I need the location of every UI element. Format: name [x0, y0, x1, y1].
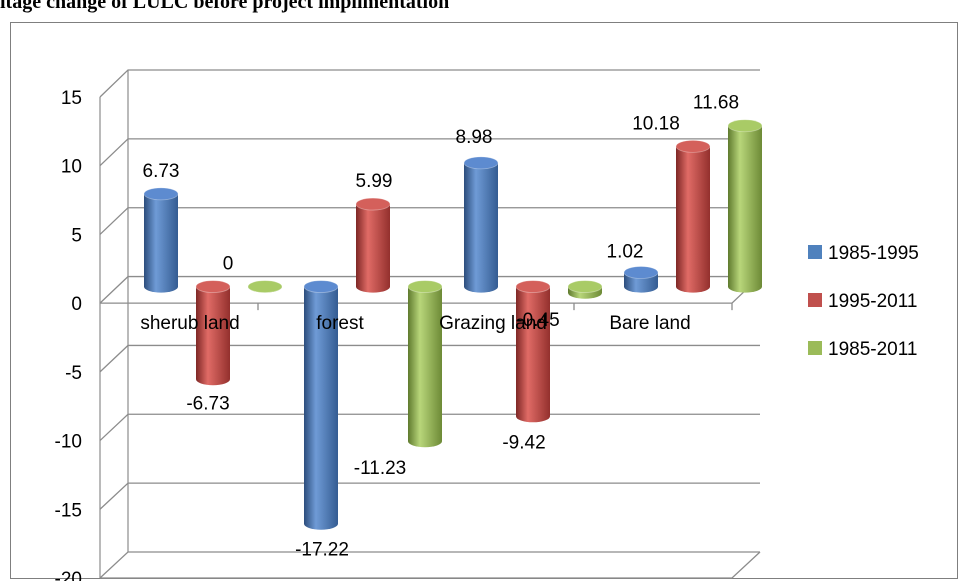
bar [303, 280, 339, 530]
data-label: 0 [223, 254, 234, 275]
legend: 1985-1995 1995-2011 1985-2011 [808, 243, 919, 360]
legend-label: 1985-2011 [828, 339, 917, 360]
data-label: 8.98 [456, 127, 493, 148]
data-label: -17.22 [295, 540, 349, 561]
y-tick-label: -20 [55, 569, 82, 581]
data-label: -6.73 [186, 393, 229, 414]
y-tick-label: -10 [55, 432, 82, 453]
bar [675, 139, 711, 293]
category-label: forest [316, 313, 364, 334]
data-label: 1.02 [607, 242, 644, 263]
x-axis-categories: sherub land forest Grazing land Bare land [140, 313, 690, 334]
y-tick-label: 15 [61, 88, 82, 109]
category-label: Bare land [609, 313, 690, 334]
legend-swatch [808, 293, 822, 307]
data-label: -11.23 [354, 458, 406, 479]
y-tick-label: 5 [71, 225, 82, 246]
y-tick-label: -5 [65, 363, 82, 384]
bar [623, 266, 659, 293]
bar [463, 156, 499, 293]
y-axis-ticks: 15 10 5 0 -5 -10 -15 -20 [55, 88, 82, 581]
bars [143, 119, 763, 530]
data-label: -9.42 [502, 432, 545, 453]
bar [143, 187, 179, 293]
data-label: 11.68 [693, 93, 739, 114]
bar [195, 280, 231, 386]
category-label: Grazing land [439, 313, 547, 334]
legend-swatch [808, 245, 822, 259]
legend-swatch [808, 341, 822, 355]
y-tick-label: 0 [71, 294, 82, 315]
legend-label: 1985-1995 [828, 243, 919, 264]
legend-label: 1995-2011 [828, 291, 917, 312]
data-label: 10.18 [632, 113, 680, 134]
data-label: 5.99 [356, 171, 393, 192]
chart-title: itage change of LULC before project impl… [0, 0, 450, 13]
bar [247, 280, 283, 293]
y-tick-label: 10 [61, 157, 82, 178]
data-labels: 6.73 -17.22 8.98 1.02 -6.73 5.99 -9.42 10.18 0 -1… [143, 93, 740, 561]
bar [355, 197, 391, 293]
bar [727, 119, 763, 293]
data-label: -0.45 [516, 310, 559, 331]
data-label: 6.73 [143, 161, 180, 182]
bar [407, 280, 443, 448]
y-tick-label: -15 [55, 500, 82, 521]
bar [515, 280, 551, 423]
category-label: sherub land [140, 313, 239, 334]
bar [567, 280, 603, 299]
